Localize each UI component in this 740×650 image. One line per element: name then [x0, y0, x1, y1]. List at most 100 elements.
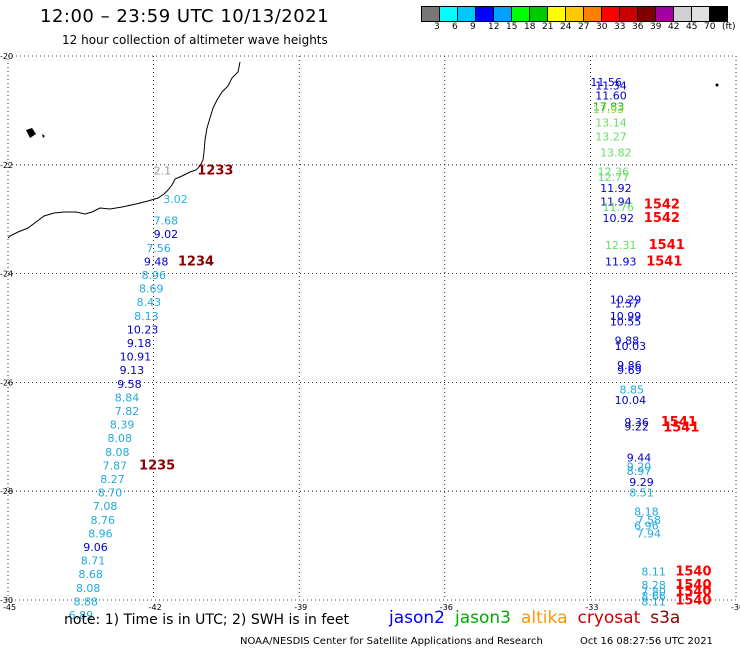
pass-time-label: 1234 — [178, 254, 214, 269]
scale-label: 33 — [614, 22, 626, 32]
wave-height-label: 8.43 — [137, 296, 162, 309]
wave-height-label: 8.69 — [139, 283, 164, 296]
color-scale-labels: 3 6 9 12 15 18 21 24 27 30 33 36 39 42 45 70 (ft) — [422, 22, 740, 34]
wave-height-label: 8.88 — [74, 595, 99, 608]
scale-label: 3 — [434, 22, 440, 32]
wave-height-label: 2.1 — [154, 165, 172, 178]
wave-height-label: 7.82 — [115, 405, 140, 418]
pass-time-label: 1541 — [661, 415, 697, 430]
pass-time-label: 1541 — [649, 238, 685, 253]
map-frame — [7, 55, 737, 601]
satellite-legend: jason2 jason3 altika cryosat s3a — [389, 608, 690, 628]
wave-height-label: 13.82 — [600, 147, 632, 160]
wave-height-label: 7.80 — [641, 586, 666, 599]
wave-height-label: 9.44 — [627, 451, 652, 464]
wave-height-label: 9.22 — [624, 420, 649, 433]
pass-time-label: 1542 — [644, 211, 680, 226]
wave-height-label: 8.96 — [141, 269, 166, 282]
scale-label: 70 — [704, 22, 716, 32]
wave-height-label: 8.97 — [627, 465, 652, 478]
scale-label: 36 — [632, 22, 644, 32]
wave-height-label: 7.58 — [637, 514, 662, 527]
generation-timestamp: Oct 16 08:27:56 UTC 2021 — [580, 636, 713, 647]
wave-height-label: 10.92 — [603, 212, 635, 225]
wave-height-label: 8.08 — [105, 446, 130, 459]
wave-height-label: 8.28 — [641, 579, 666, 592]
latitude-tick-label: -30 — [0, 596, 13, 605]
wave-height-label: 1.57 — [615, 297, 640, 310]
longitude-tick-label: -33 — [585, 603, 598, 612]
wave-height-label: 10.29 — [610, 294, 642, 307]
wave-height-label: 12.31 — [605, 239, 637, 252]
wave-height-label: 8.08 — [107, 432, 132, 445]
wave-height-label: 11.56 — [590, 76, 622, 89]
wave-height-label: 8.70 — [98, 487, 123, 500]
wave-height-label: 9.86 — [617, 359, 642, 372]
wave-height-label: 8.08 — [76, 582, 101, 595]
wave-height-label: 17.83 — [593, 100, 625, 113]
wave-height-label: 7.94 — [637, 527, 662, 540]
scale-label: 6 — [452, 22, 458, 32]
wave-height-label: 9.36 — [624, 416, 649, 429]
island-mark — [42, 134, 45, 138]
scale-label: 24 — [560, 22, 572, 32]
pass-time-label: 1541 — [663, 420, 699, 435]
wave-height-label: 8.51 — [629, 487, 654, 500]
wave-height-label: 8.39 — [110, 419, 135, 432]
pass-time-label: 1540 — [675, 565, 711, 580]
pass-time-label: 1541 — [646, 254, 682, 269]
wave-height-label: 7.56 — [146, 242, 171, 255]
wave-height-label: 10.03 — [615, 340, 647, 353]
legend-item-altika: altika — [521, 608, 568, 628]
longitude-tick-label: -36 — [440, 603, 453, 612]
wave-height-label: 6.96 — [634, 519, 659, 532]
wave-height-label: 7.87 — [103, 459, 128, 472]
scale-label: 42 — [668, 22, 680, 32]
scale-label: 27 — [578, 22, 590, 32]
scale-label: 39 — [650, 22, 662, 32]
pass-time-label: 1540 — [675, 578, 711, 593]
wave-height-label: 9.58 — [117, 378, 142, 391]
pass-time-label: 1540 — [675, 585, 711, 600]
wave-height-label: 8.85 — [620, 383, 645, 396]
wave-height-label: 12.36 — [598, 166, 630, 179]
wave-height-label: 10.91 — [120, 351, 152, 364]
wave-height-label: 6.89 — [69, 609, 94, 622]
longitude-tick-label: -39 — [294, 603, 307, 612]
footer-note: note: 1) Time is in UTC; 2) SWH is in fe… — [64, 612, 350, 628]
wave-height-label: 9.69 — [617, 364, 642, 377]
wave-height-label: 11.94 — [600, 196, 632, 209]
wave-height-label: 8.11 — [641, 595, 666, 608]
wave-height-label: 13.14 — [595, 117, 627, 130]
coastline — [7, 61, 241, 239]
latitude-tick-label: -20 — [0, 52, 13, 61]
longitude-tick-label: -30 — [731, 603, 740, 612]
pass-time-label: 1542 — [644, 197, 680, 212]
wave-height-label: 11.60 — [595, 90, 627, 103]
scale-label: 45 — [686, 22, 698, 32]
wave-height-label: 9.06 — [83, 541, 108, 554]
latitude-tick-label: -26 — [0, 378, 13, 387]
pass-time-label: 1235 — [139, 458, 175, 473]
wave-height-label: 8.27 — [100, 473, 125, 486]
wave-height-label: 9.29 — [629, 476, 654, 489]
island-mark — [26, 128, 36, 138]
wave-height-label: 8.68 — [78, 568, 103, 581]
wave-height-label: 11.93 — [605, 255, 637, 268]
scale-label: 30 — [596, 22, 608, 32]
credit-text: NOAA/NESDIS Center for Satellite Applica… — [240, 636, 543, 647]
wave-height-label: 9.02 — [154, 228, 179, 241]
scale-swatch — [709, 6, 728, 22]
latitude-tick-label: -24 — [0, 270, 13, 279]
page-title: 12:00 – 23:59 UTC 10/13/2021 — [40, 6, 330, 27]
wave-height-label: 7.08 — [93, 500, 118, 513]
wave-height-label: 8.96 — [88, 527, 113, 540]
pass-time-label: 1233 — [197, 164, 233, 179]
wave-height-label: 9.20 — [627, 461, 652, 474]
wave-height-label: 8.76 — [91, 514, 116, 527]
wave-height-label: 10.23 — [127, 323, 159, 336]
wave-height-label: 11.76 — [603, 201, 635, 214]
scale-label: (ft) — [722, 22, 736, 32]
page-subtitle: 12 hour collection of altimeter wave hei… — [62, 33, 328, 47]
